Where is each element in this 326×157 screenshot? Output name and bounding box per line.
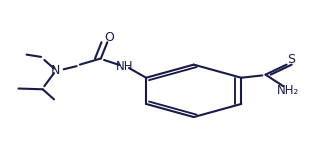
Text: S: S [288,54,295,67]
Text: NH: NH [116,60,134,73]
Text: NH₂: NH₂ [277,84,299,97]
Text: N: N [51,64,60,77]
Text: O: O [104,31,114,44]
